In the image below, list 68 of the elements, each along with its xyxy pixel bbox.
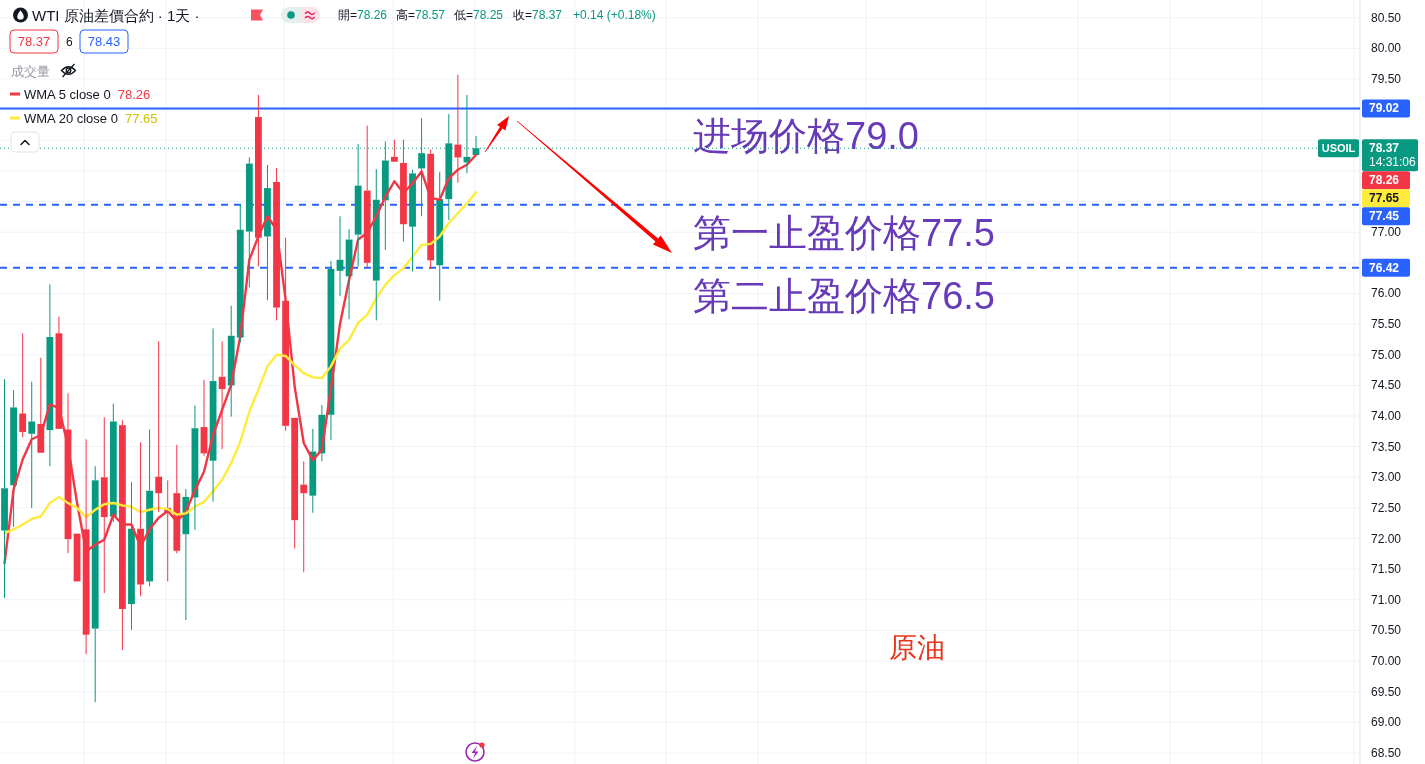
text: 78.26 [1369,173,1400,188]
y-tick-label: 69.50 [1371,684,1402,699]
y-tick-label: 70.00 [1371,654,1402,669]
candlestick [10,389,17,528]
candlestick [291,417,299,549]
ref-line-label: 进场价格79.0 [693,115,919,158]
y-tick-label: 76.00 [1371,286,1402,301]
candlestick [91,465,99,703]
y-tick-label: 75.00 [1371,347,1402,362]
text: 76.42 [1369,260,1400,275]
candlestick [155,340,163,513]
annotation: 77.65 [124,110,158,126]
candlestick [436,171,444,302]
ref-line-label: USOIL [1321,142,1356,155]
annotation: 6 [66,34,73,49]
candlestick [128,481,135,631]
legend-label: WMA 20 close 0 [24,110,118,126]
candlestick [173,444,181,554]
y-tick-label: 74.50 [1371,378,1402,393]
y-tick-label: 80.50 [1371,10,1402,25]
annotation: 原油 [889,631,945,663]
y-tick-label: 68.50 [1371,745,1402,760]
ref-line-label: 第二止盈价格76.5 [693,274,995,317]
annotation: 高=78.57 [396,8,446,22]
candlestick [300,460,308,573]
y-tick-label: 71.00 [1371,592,1402,607]
annotation: 78.43 [87,34,121,49]
y-tick-label: 70.50 [1371,623,1402,638]
annotation: +0.14 (+0.18%) [573,8,656,22]
y-tick-label: 75.50 [1371,317,1402,332]
candlestick [245,156,253,288]
candlestick [1,378,8,599]
candlestick [109,403,117,523]
y-tick-label: 73.00 [1371,470,1402,485]
candlestick [309,428,317,514]
text: 14:31:06 [1369,155,1417,170]
y-tick-label: 79.50 [1371,72,1402,87]
text: 77.45 [1369,209,1400,224]
candlestick [146,428,153,587]
annotation: 78.37 [17,34,51,49]
y-tick-label: 72.50 [1371,500,1402,515]
line-series [3,191,478,535]
text: WTI 原油差價合約 · 1天 · [32,6,200,24]
candlestick [282,237,289,432]
y-tick-label: 71.50 [1371,562,1402,577]
candlestick [391,139,398,162]
text: 77.65 [1369,191,1400,206]
candlestick [273,167,280,321]
y-tick-label: 73.50 [1371,439,1402,454]
text: 78.37 [1369,141,1400,156]
y-tick-label: 80.00 [1371,41,1402,56]
annotation: 低=78.25 [454,8,504,22]
candlestick [46,283,54,467]
candlestick [28,381,36,509]
annotation: 開=78.26 [338,8,388,22]
candlestick [372,168,380,321]
y-tick-label: 77.00 [1371,225,1402,240]
y-tick-label: 74.00 [1371,409,1402,423]
legend-label: WMA 5 close 0 [24,86,111,102]
text: 79.02 [1369,101,1400,116]
annotation: 收=78.37 [513,8,563,22]
y-tick-label: 69.00 [1371,715,1402,730]
candlestick [218,340,226,450]
annotation: 成交量 [11,63,50,79]
annotation: 78.26 [117,86,151,102]
ref-line-label: 第一止盈价格77.5 [693,211,995,254]
y-tick-label: 72.00 [1371,531,1402,546]
candlestick [264,164,271,301]
